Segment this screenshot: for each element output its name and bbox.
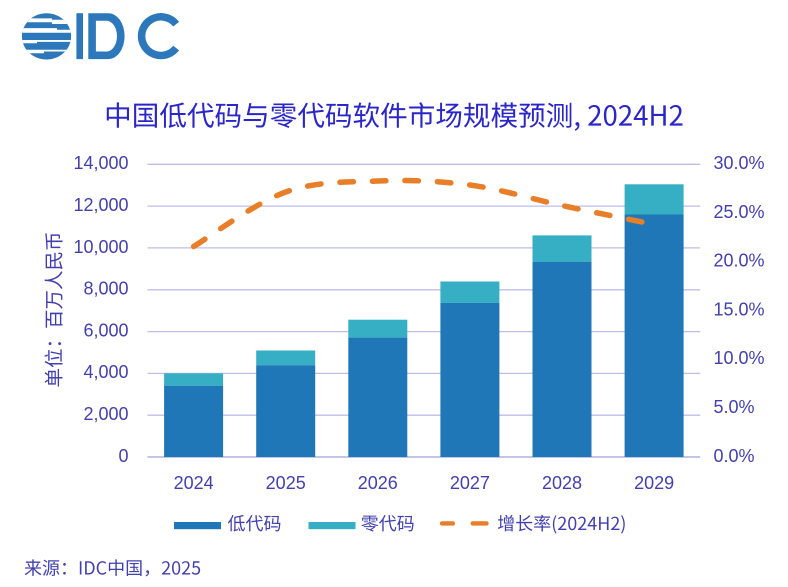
svg-text:10,000: 10,000	[73, 237, 128, 257]
svg-text:2029: 2029	[634, 473, 674, 493]
svg-text:2027: 2027	[450, 473, 490, 493]
svg-text:2028: 2028	[542, 473, 582, 493]
svg-text:0: 0	[118, 446, 128, 466]
svg-text:12,000: 12,000	[73, 195, 128, 215]
svg-text:25.0%: 25.0%	[714, 202, 765, 222]
svg-text:10.0%: 10.0%	[714, 348, 765, 368]
svg-text:14,000: 14,000	[73, 153, 128, 173]
svg-text:6,000: 6,000	[83, 320, 128, 340]
svg-text:30.0%: 30.0%	[714, 153, 765, 173]
svg-text:20.0%: 20.0%	[714, 251, 765, 271]
svg-text:2025: 2025	[266, 473, 306, 493]
svg-text:2024: 2024	[174, 473, 214, 493]
svg-text:8,000: 8,000	[83, 279, 128, 299]
svg-text:0.0%: 0.0%	[714, 446, 755, 466]
svg-text:2026: 2026	[358, 473, 398, 493]
svg-text:15.0%: 15.0%	[714, 300, 765, 320]
svg-text:2,000: 2,000	[83, 404, 128, 424]
svg-text:5.0%: 5.0%	[714, 397, 755, 417]
svg-text:4,000: 4,000	[83, 362, 128, 382]
